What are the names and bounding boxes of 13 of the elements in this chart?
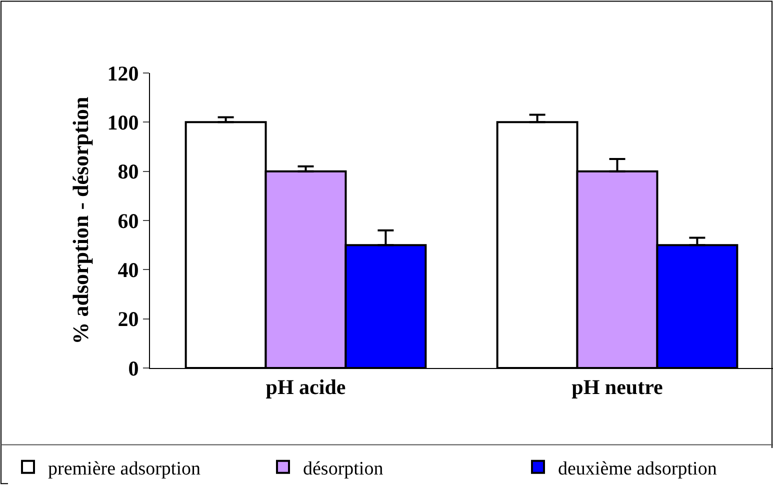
y-tick-label: 0 (128, 356, 139, 380)
y-tick-label: 80 (118, 160, 139, 184)
legend-label: deuxième adsorption (558, 458, 718, 480)
x-tick-label: pH acide (266, 375, 346, 400)
legend-label: désorption (303, 458, 384, 480)
y-tick-label: 20 (118, 307, 139, 332)
y-axis-title: % adsorption - désorption (68, 96, 94, 344)
y-tick-label: 40 (118, 258, 139, 282)
y-tick-label: 120 (107, 61, 139, 86)
y-tick-label: 60 (118, 208, 139, 233)
y-tick-label: 100 (107, 110, 139, 135)
x-tick-label: pH neutre (572, 375, 663, 400)
legend-label: première adsorption (48, 458, 201, 480)
